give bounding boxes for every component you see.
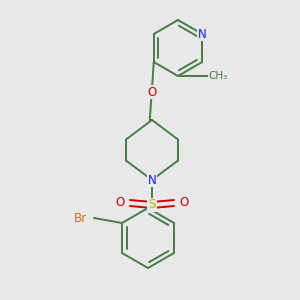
Text: N: N — [148, 173, 156, 187]
Text: O: O — [116, 196, 124, 209]
Text: CH₃: CH₃ — [208, 71, 228, 81]
Text: N: N — [198, 28, 207, 40]
Text: Br: Br — [74, 212, 87, 224]
Text: O: O — [179, 196, 189, 209]
Text: O: O — [147, 85, 156, 98]
Text: S: S — [148, 199, 156, 212]
